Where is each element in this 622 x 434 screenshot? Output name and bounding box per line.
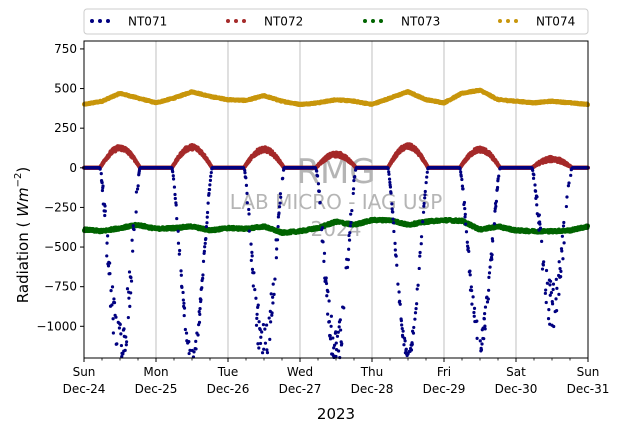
gridlines [155, 41, 517, 358]
watermark-line: RMG [296, 152, 375, 192]
data-points [82, 87, 590, 360]
watermark-line: LAB MICRO - IAG USP [230, 190, 443, 214]
